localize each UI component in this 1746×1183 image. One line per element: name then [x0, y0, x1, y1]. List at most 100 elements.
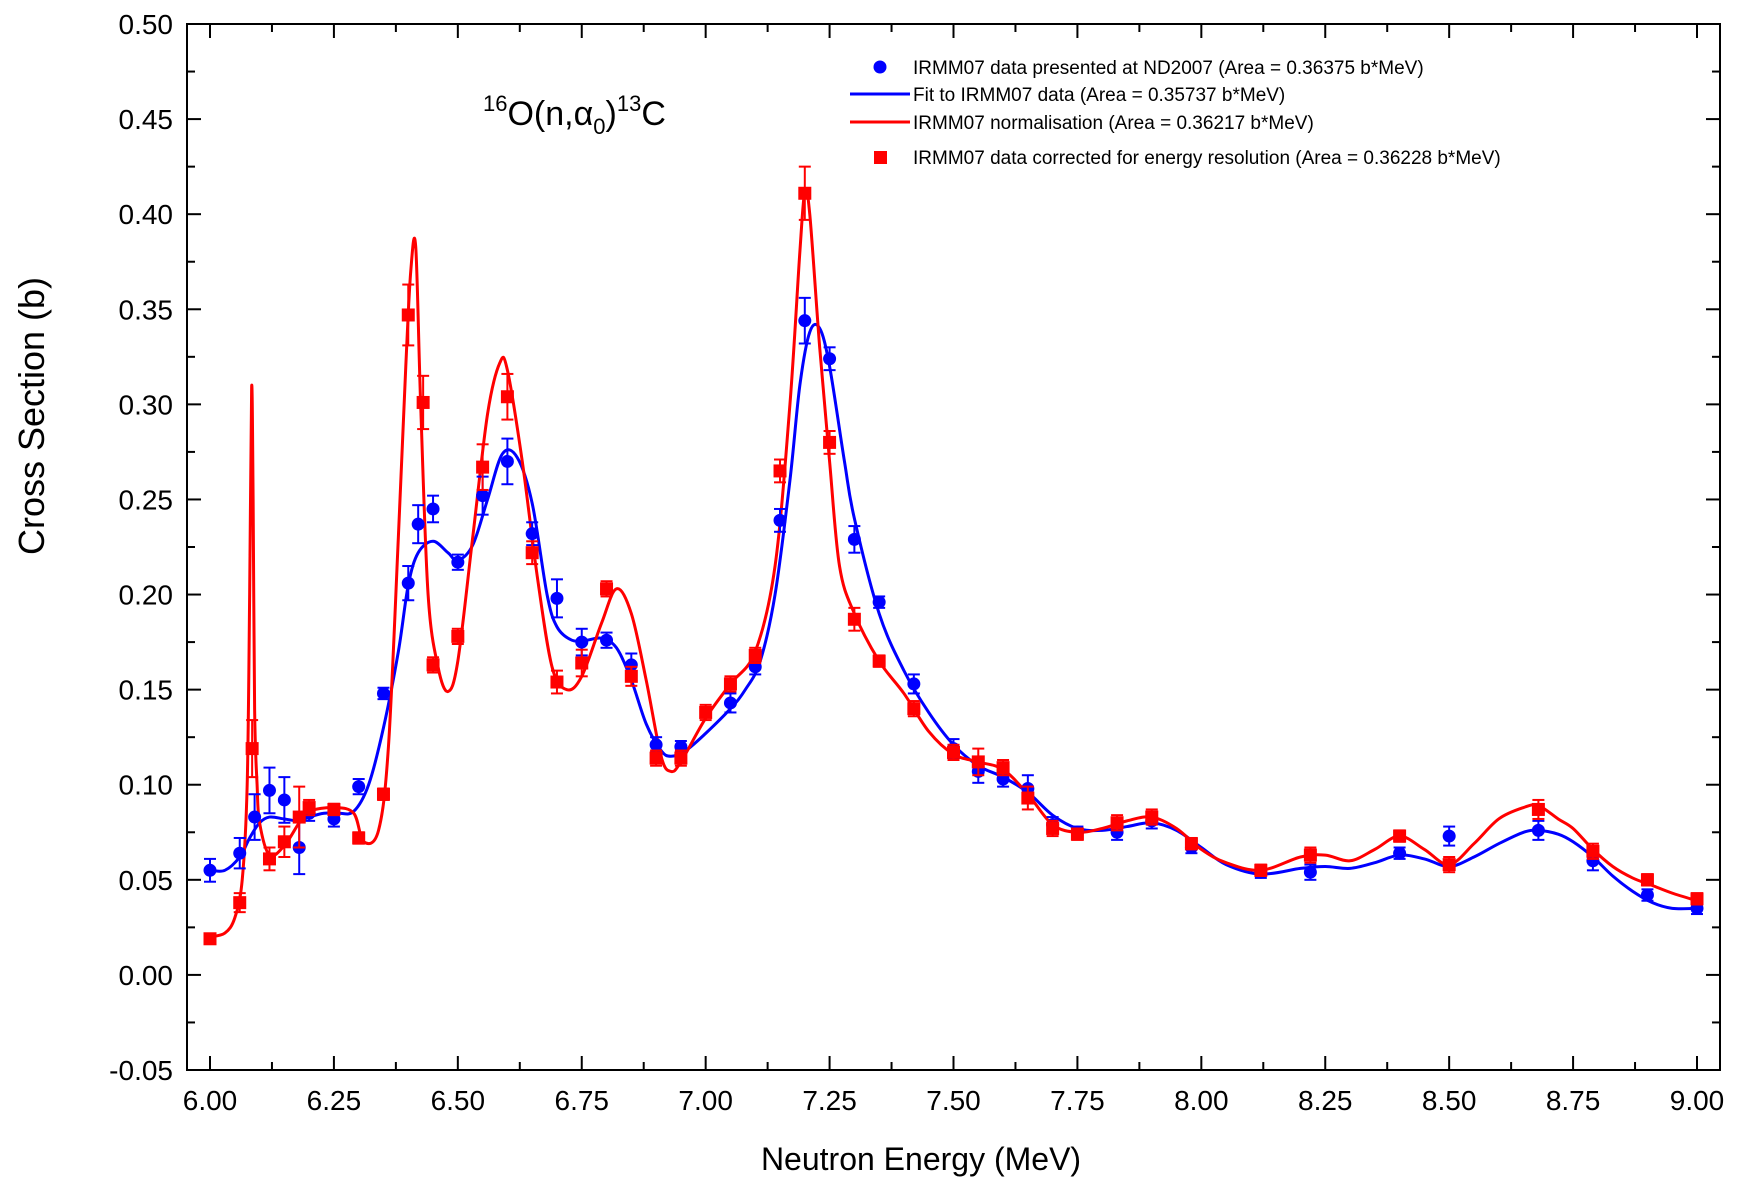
y-tick-label: 0.15	[119, 675, 174, 706]
corrected-data-point	[649, 751, 663, 765]
x-tick-label: 8.00	[1174, 1085, 1229, 1116]
nd2007-data-point	[550, 591, 564, 605]
annotation-sup2: 13	[617, 91, 641, 116]
legend-label-normalisation: IRMM07 normalisation (Area = 0.36217 b*M…	[913, 113, 1314, 134]
reaction-annotation: 16O(n,α0)13C	[483, 91, 666, 139]
x-tick-label: 7.75	[1050, 1085, 1105, 1116]
corrected-data-point	[550, 675, 564, 689]
y-tick-label: 0.20	[119, 580, 174, 611]
corrected-data-point	[233, 896, 247, 910]
nd2007-data-point	[203, 863, 217, 877]
y-tick-labels: -0.05 0.00 0.05 0.10 0.15 0.20 0.25 0.30 0.35 0.4…	[109, 9, 173, 1086]
nd2007-data-point	[476, 489, 490, 503]
corrected-data-point	[872, 654, 886, 668]
corrected-data-point	[277, 835, 291, 849]
corrected-data-point	[1254, 863, 1268, 877]
nd2007-data-point	[352, 780, 366, 794]
corrected-data-point	[723, 677, 737, 691]
corrected-data-point	[1070, 827, 1084, 841]
corrected-data-point	[600, 582, 614, 596]
corrected-data-point	[1145, 810, 1159, 824]
legend-label-nd2007: IRMM07 data presented at ND2007 (Area = …	[913, 58, 1424, 79]
corrected-data-point	[1586, 844, 1600, 858]
y-tick-label: 0.35	[119, 294, 174, 325]
corrected-data-point	[327, 802, 341, 816]
nd2007-data-point	[907, 677, 921, 691]
y-tick-label: 0.05	[119, 865, 174, 896]
nd2007-data-point	[277, 793, 291, 807]
corrected-data-point	[823, 435, 837, 449]
corrected-data-point	[1303, 848, 1317, 862]
annotation-tail: C	[641, 95, 666, 133]
legend-entry-corrected: IRMM07 data corrected for energy resolut…	[874, 148, 1501, 169]
corrected-data-point	[947, 745, 960, 759]
nd2007-data-point	[872, 595, 886, 609]
corrected-data-point	[451, 629, 465, 643]
x-tick-label: 6.75	[555, 1085, 610, 1116]
corrected-data-point	[426, 658, 440, 672]
nd2007-data-point	[451, 555, 465, 569]
nd2007-data-point	[262, 783, 276, 797]
y-tick-label: -0.05	[109, 1055, 173, 1086]
corrected-data-point	[476, 460, 490, 474]
y-tick-label: 0.50	[119, 9, 174, 40]
nd2007-data-point	[1531, 823, 1545, 837]
corrected-data-point	[674, 751, 688, 765]
corrected-data-point	[575, 656, 589, 670]
corrected-data-point	[203, 932, 217, 946]
series-layer	[203, 165, 1704, 946]
nd2007-data-point	[600, 633, 614, 647]
legend-marker-circle	[873, 60, 887, 74]
nd2007-data-point	[500, 454, 514, 468]
legend-marker-square	[874, 151, 887, 164]
nd2007-data-point	[1393, 846, 1407, 860]
nd2007-data-point	[798, 314, 812, 328]
nd2007-data-point	[248, 810, 262, 824]
corrected-data-point	[525, 546, 539, 560]
corrected-data-point	[376, 787, 390, 801]
nd2007-data-point	[376, 686, 390, 700]
nd2007-data-point	[773, 513, 787, 527]
corrected-data-point	[1021, 791, 1035, 805]
x-axis-label: Neutron Energy (MeV)	[761, 1141, 1081, 1177]
corrected-data-point	[500, 390, 514, 404]
y-tick-label: 0.00	[119, 960, 174, 991]
x-tick-labels: 6.00 6.25 6.50 6.75 7.00 7.25 7.50 7.75 8.00 8.25…	[183, 1085, 1725, 1116]
corrected-data-point	[748, 648, 762, 662]
x-tick-label: 7.00	[678, 1085, 733, 1116]
nd2007-data-point	[1640, 888, 1654, 902]
nd2007-data-point	[649, 738, 663, 752]
corrected-data-point	[1184, 837, 1198, 851]
nd2007-data-point	[624, 658, 638, 672]
corrected-data-point	[847, 612, 861, 626]
corrected-data-point	[699, 705, 713, 719]
corrected-data-point	[1531, 802, 1545, 816]
corrected-data-point	[1690, 892, 1704, 906]
nd2007-data-point	[233, 846, 247, 860]
y-tick-label: 0.45	[119, 104, 174, 135]
nd2007-data-point	[1303, 865, 1317, 879]
corrected-data-point	[1640, 873, 1654, 887]
legend-entry-fit: Fit to IRMM07 data (Area = 0.35737 b*MeV…	[850, 85, 1285, 106]
nd2007-data-point	[411, 517, 425, 531]
corrected-data-point	[302, 801, 316, 815]
annotation-sub: 0	[593, 114, 605, 139]
y-tick-label: 0.40	[119, 199, 174, 230]
x-tick-label: 6.50	[431, 1085, 486, 1116]
corrected-data-point	[352, 831, 366, 845]
legend-label-fit: Fit to IRMM07 data (Area = 0.35737 b*MeV…	[913, 85, 1285, 106]
nd2007-data-point	[847, 532, 861, 546]
x-tick-label: 8.75	[1546, 1085, 1601, 1116]
x-tick-label: 7.25	[802, 1085, 857, 1116]
y-axis-label: Cross Section (b)	[11, 277, 52, 555]
annotation-sup1: 16	[483, 91, 507, 116]
corrected-data-point	[624, 669, 638, 683]
x-tick-label: 6.25	[307, 1085, 362, 1116]
annotation-base: O(n,α	[507, 95, 593, 133]
corrected-data-point	[1046, 821, 1060, 835]
nd2007-data-point	[723, 696, 737, 710]
y-tick-label: 0.30	[119, 389, 174, 420]
nd2007-data-point	[426, 502, 440, 516]
corrected-data-point	[996, 761, 1010, 775]
